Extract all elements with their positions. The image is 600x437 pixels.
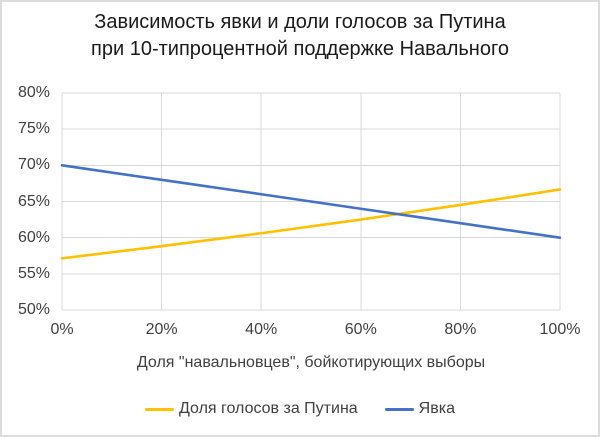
y-axis-tick-label: 70% [17,156,50,174]
putin-share-line-swatch [145,407,175,411]
x-axis-title: Доля "навальновцев", бойкотирующих выбор… [136,354,486,371]
chart-title-line2: при 10-типроцентной поддержке Навального [91,38,509,60]
chart-title-line1: Зависимость явки и доли голосов за Путин… [94,11,506,33]
y-axis-tick-label: 65% [17,192,50,210]
legend-label-putin-share: Доля голосов за Путина [179,400,358,417]
y-axis-tick-label: 55% [17,264,50,282]
x-axis-tick-label: 80% [444,321,477,338]
y-axis-tick-label: 50% [17,301,50,318]
y-axis-tick-label: 80% [17,84,50,101]
y-axis-tick-label: 75% [17,120,50,138]
legend-item-turnout: Явка [384,400,455,418]
legend-label-turnout: Явка [418,400,455,417]
chart-title: Зависимость явки и доли голосов за Путин… [0,9,600,63]
x-axis-tick-label: 100% [539,321,581,338]
gridlines [61,92,561,311]
x-axis-tick-label: 0% [50,321,74,338]
series-line-0 [60,188,562,260]
x-axis-tick-label: 20% [145,321,178,338]
x-axis-tick-label: 40% [245,321,278,338]
x-axis-tick-label: 60% [344,321,377,338]
legend: Доля голосов за Путина Явка [0,400,600,418]
y-axis-tick-label: 60% [17,228,50,246]
turnout-line-swatch [384,407,414,411]
series-line-1 [60,164,562,239]
legend-item-putin-share: Доля голосов за Путина [145,400,358,418]
